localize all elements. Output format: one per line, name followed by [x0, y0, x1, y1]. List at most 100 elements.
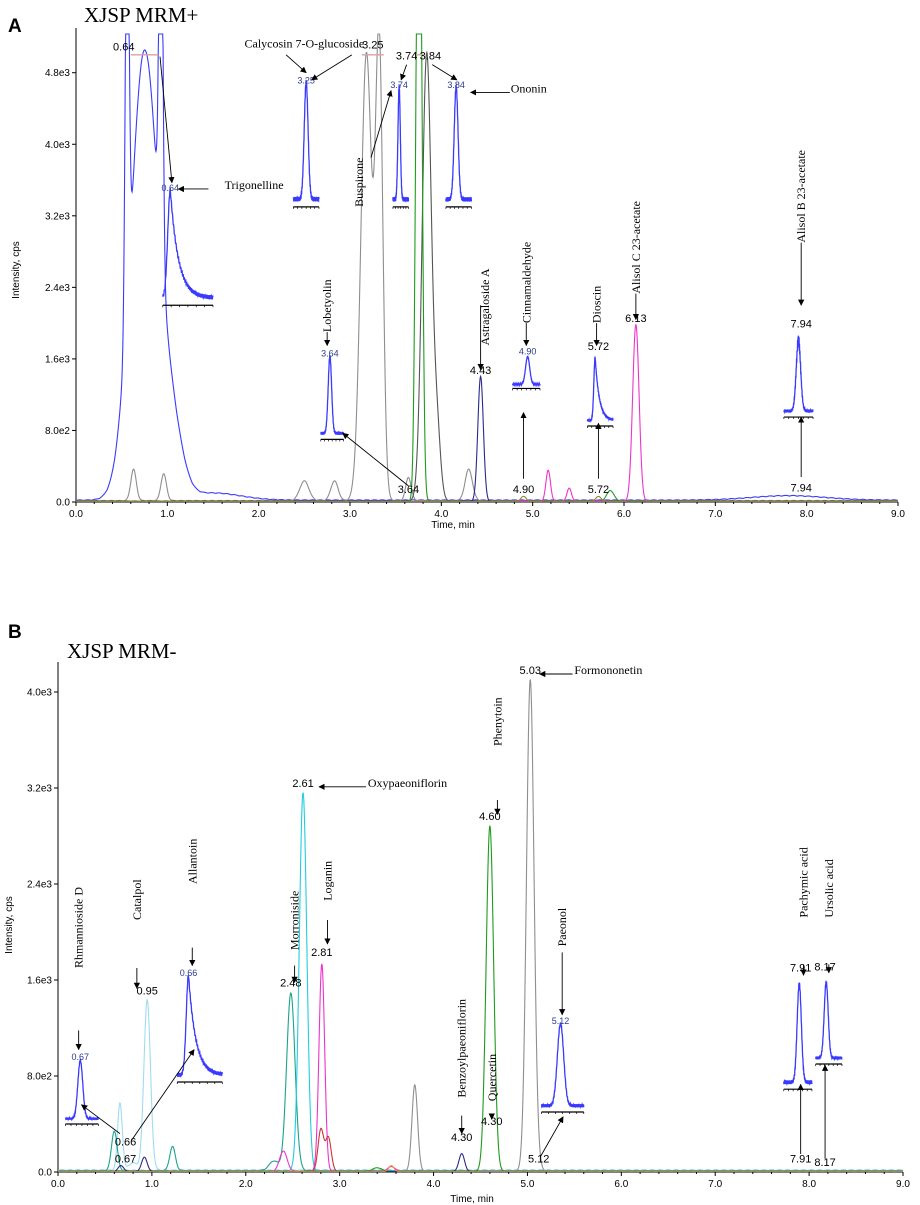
compound-label: Formononetin	[574, 663, 642, 677]
compound-label: Alisol C 23-acetate	[629, 201, 643, 294]
inset-peak-label: 0.64	[162, 183, 180, 193]
x-tick-label: 1.0	[145, 1179, 159, 1190]
annotation-arrow	[342, 432, 409, 487]
peak-rt-label: 5.03	[520, 665, 541, 677]
peak-rt-label: 0.67	[115, 1153, 136, 1165]
trace-lightcyan	[58, 998, 903, 1172]
inset-peak: 0.64	[162, 183, 214, 308]
x-tick-label: 9.0	[896, 1179, 910, 1190]
inset-peak-label: 3.25	[297, 76, 315, 86]
x-tick-label: 8.0	[800, 509, 814, 520]
x-tick-label: 2.0	[239, 1179, 253, 1190]
x-tick-label: 6.0	[617, 509, 631, 520]
panel-a-annotations: 5.727.940.64 3.253.74 3.844.436.133.64 4.90…	[113, 37, 812, 496]
compound-label: Ononin	[511, 81, 547, 95]
compound-label: Paeonol	[555, 907, 569, 946]
x-tick-label: 5.0	[526, 509, 540, 520]
inset-peak-label: 4.90	[519, 347, 537, 357]
peak-rt-label: 0.95	[136, 985, 157, 997]
y-tick-label: 8.0e2	[27, 1072, 52, 1083]
x-tick-label: 0.0	[51, 1179, 65, 1190]
inset-trace	[445, 83, 473, 202]
annotation-arrow	[311, 54, 353, 81]
annotation-arrow	[285, 54, 307, 74]
trace-grey	[58, 678, 903, 1172]
inset-peak: 0.67	[64, 1052, 99, 1126]
y-tick-label: 4.0e3	[27, 688, 52, 699]
compound-label: Dioscin	[590, 286, 604, 323]
panel-b-xlabel: Time, min	[450, 1194, 494, 1205]
inset-peak-label: 3.74	[390, 80, 408, 90]
peak-rt-label: 0.66	[115, 1137, 136, 1149]
compound-label: Calycosin 7-O-glucoside	[245, 37, 365, 51]
compound-label: Pachymic acid	[796, 847, 810, 917]
peak-rt-label: 0.64	[113, 41, 134, 53]
trace-navy	[76, 374, 898, 502]
y-tick-label: 0.0	[38, 1168, 52, 1179]
panel-b-letter: B	[8, 622, 22, 643]
panel-a-letter: A	[8, 16, 22, 37]
panel-a-xlabel: Time, min	[431, 520, 475, 531]
y-tick-label: 4.8e3	[45, 68, 70, 79]
compound-label: Oxypaeoniflorin	[368, 776, 447, 790]
inset-peak-label: 3.64	[321, 348, 339, 358]
y-tick-label: 2.4e3	[45, 283, 70, 294]
y-tick-label: 3.2e3	[27, 784, 52, 795]
annotation-arrow	[540, 1116, 564, 1157]
inset-trace	[511, 355, 541, 388]
peak-rt-label: 2.48	[280, 978, 301, 990]
y-tick-label: 1.6e3	[27, 976, 52, 987]
peak-rt-label: 4.30	[451, 1132, 472, 1144]
peak-rt-label: 4.90	[513, 484, 534, 496]
peak-rt-label: 5.12	[528, 1153, 549, 1165]
peak-rt-label: 2.61	[292, 778, 313, 790]
peak-rt-label: 4.30	[481, 1116, 502, 1128]
inset-peak: 3.25	[292, 76, 320, 209]
y-tick-label: 1.6e3	[45, 354, 70, 365]
compound-label: Allantoin	[185, 839, 199, 884]
compound-label: Ursolic acid	[822, 859, 836, 917]
x-tick-label: 7.0	[708, 1179, 722, 1190]
peak-rt-label: 5.72	[588, 484, 609, 496]
panel-b: B XJSP MRM- Time, min Intensity, cps 0.0…	[4, 622, 910, 1205]
annotation-arrow	[431, 64, 458, 81]
x-tick-label: 2.0	[252, 509, 266, 520]
panel-b-insets: 0.67 0.66 5.12	[64, 968, 843, 1126]
annotation-arrow	[80, 1104, 121, 1134]
panel-b-ylabel: Intensity, cps	[4, 896, 15, 954]
inset-rt-label: 8.17	[814, 961, 835, 973]
inset-rt-label: 5.72	[588, 341, 609, 353]
compound-label: Catalpol	[130, 879, 144, 920]
annotation-arrow	[130, 1049, 195, 1142]
inset-trace	[176, 975, 223, 1078]
annotation-arrow	[370, 90, 393, 158]
compound-label: Astragaloside A	[478, 268, 492, 345]
inset-peak-label: 0.67	[72, 1052, 90, 1062]
y-tick-label: 3.2e3	[45, 211, 70, 222]
inset-trace	[64, 1058, 99, 1122]
trace-orange	[58, 1165, 903, 1172]
panel-b-traces	[58, 678, 903, 1172]
x-tick-label: 6.0	[614, 1179, 628, 1190]
inset-trace	[783, 982, 813, 1087]
x-tick-label: 5.0	[520, 1179, 534, 1190]
trace-olive	[76, 495, 898, 502]
x-tick-label: 9.0	[891, 509, 905, 520]
panel-b-title: XJSP MRM-	[67, 639, 177, 663]
inset-trace	[540, 1022, 585, 1109]
trace-magenta	[76, 323, 898, 502]
compound-label: Morroniside	[288, 891, 302, 950]
compound-label: Trigonelline	[225, 178, 284, 192]
inset-peak	[815, 980, 843, 1066]
inset-trace	[815, 980, 843, 1062]
peak-rt-label: 3.25	[362, 40, 383, 52]
peak-rt-label: 4.43	[470, 365, 491, 377]
compound-label: Alisol B 23-acetate	[794, 150, 808, 243]
inset-peak	[586, 356, 614, 428]
compound-label: Quercetin	[485, 1054, 499, 1101]
inset-peak: 4.90	[511, 347, 541, 391]
x-tick-label: 0.0	[69, 509, 83, 520]
inset-peak-label: 5.12	[552, 1016, 570, 1026]
compound-label: Benzoylpaeoniflorin	[455, 999, 469, 1098]
panel-a-axes: 0.0 1.0 2.0 3.0 4.0 5.0 6.0 7.0 8.0 9.0 0.0 8.0e2 1.…	[45, 28, 905, 520]
